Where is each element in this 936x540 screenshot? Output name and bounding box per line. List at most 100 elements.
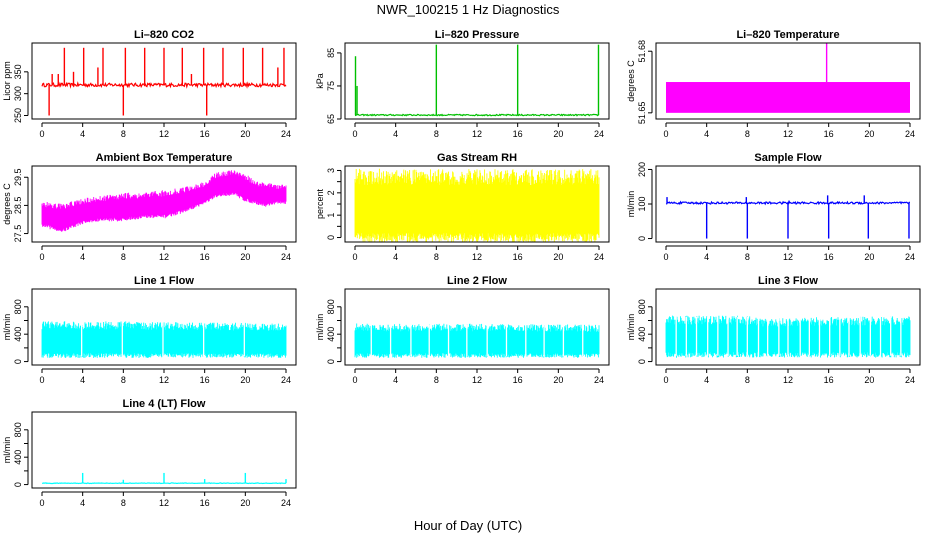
x-tick-label: 8 — [745, 252, 750, 262]
y-tick-label: 0 — [637, 236, 647, 241]
chart-title: Line 4 (LT) Flow — [123, 398, 206, 410]
data-series — [354, 113, 600, 117]
x-tick-label: 24 — [281, 498, 291, 508]
y-axis-label: degrees C — [626, 60, 636, 102]
x-tick-label: 16 — [200, 252, 210, 262]
chart-title: Line 1 Flow — [134, 275, 194, 287]
plot-frame — [655, 288, 921, 366]
x-tick-label: 24 — [281, 375, 291, 385]
y-tick-label: 800 — [13, 422, 23, 437]
x-tick-label: 8 — [121, 375, 126, 385]
x-tick-label: 8 — [121, 498, 126, 508]
x-tick-label: 20 — [240, 252, 250, 262]
y-tick-label: 800 — [13, 299, 23, 314]
chart-panel: Li–820 Pressure kPa 0 4 8 12 16 20 24 65 75 85 — [315, 29, 610, 139]
x-tick-label: 12 — [472, 252, 482, 262]
y-tick-label: 51.65 — [637, 102, 647, 125]
chart-panel: Ambient Box Temperature degrees C 0 4 8 12 16 2… — [2, 152, 297, 262]
data-layer — [665, 315, 911, 358]
data-series — [41, 81, 287, 89]
y-tick-label: 65 — [326, 114, 336, 124]
chart-title: Sample Flow — [754, 152, 822, 164]
y-axis-label: kPa — [315, 73, 325, 89]
y-tick-label: 3 — [326, 168, 336, 173]
y-tick-label: 0 — [637, 359, 647, 364]
x-tick-label: 16 — [513, 129, 523, 139]
y-axis-label: percent — [315, 188, 325, 219]
x-tick-label: 4 — [704, 252, 709, 262]
y-tick-label: 250 — [13, 108, 23, 123]
y-tick-label: 400 — [637, 327, 647, 342]
x-tick-label: 4 — [80, 375, 85, 385]
plot-frame — [344, 288, 610, 366]
y-tick-label: 800 — [326, 299, 336, 314]
y-tick-label: 28.5 — [13, 197, 23, 215]
x-tick-label: 0 — [39, 375, 44, 385]
x-tick-label: 12 — [159, 252, 169, 262]
data-layer — [354, 44, 600, 117]
chart-panel: Li–820 CO2 Licor ppm 0 4 8 12 16 20 24 250 300 350 — [2, 29, 297, 139]
x-tick-label: 0 — [663, 129, 668, 139]
data-layer — [41, 47, 287, 116]
data-series — [354, 323, 600, 358]
y-tick-label: 400 — [13, 327, 23, 342]
x-tick-label: 16 — [824, 375, 834, 385]
x-tick-label: 24 — [905, 129, 915, 139]
x-tick-label: 16 — [824, 252, 834, 262]
chart-panel: Line 1 Flow ml/min 0 4 8 12 16 20 24 0 400 800 — [2, 275, 297, 385]
x-tick-label: 12 — [783, 129, 793, 139]
y-axis-label: degrees C — [2, 183, 12, 225]
plot-frame — [31, 42, 297, 120]
x-tick-label: 4 — [80, 498, 85, 508]
x-tick-label: 16 — [200, 375, 210, 385]
plot-frame — [344, 42, 610, 120]
y-axis-label: ml/min — [626, 314, 636, 341]
y-tick-label: 29.5 — [13, 168, 23, 186]
data-layer — [41, 472, 287, 485]
x-tick-label: 8 — [745, 375, 750, 385]
chart-title: Ambient Box Temperature — [96, 152, 233, 164]
data-series — [665, 200, 910, 206]
data-layer — [41, 170, 287, 232]
x-tick-label: 0 — [663, 252, 668, 262]
x-tick-label: 8 — [121, 252, 126, 262]
x-tick-label: 0 — [352, 252, 357, 262]
y-tick-label: 400 — [13, 450, 23, 465]
x-tick-label: 20 — [240, 498, 250, 508]
y-axis-label: Licor ppm — [2, 61, 12, 101]
data-layer — [666, 43, 910, 113]
y-tick-label: 800 — [637, 299, 647, 314]
y-tick-label: 300 — [13, 86, 23, 101]
x-tick-label: 8 — [434, 129, 439, 139]
y-tick-label: 0 — [13, 359, 23, 364]
chart-panel: Li–820 Temperature degrees C 0 4 8 12 16 20 24 51… — [626, 29, 921, 139]
x-tick-label: 8 — [745, 129, 750, 139]
x-tick-label: 16 — [513, 252, 523, 262]
x-tick-label: 24 — [594, 129, 604, 139]
figure-title: NWR_100215 1 Hz Diagnostics — [376, 2, 560, 17]
x-tick-label: 12 — [472, 129, 482, 139]
x-tick-label: 24 — [594, 375, 604, 385]
chart-title: Li–820 Temperature — [736, 29, 839, 41]
data-band — [666, 82, 910, 113]
x-tick-label: 16 — [200, 498, 210, 508]
x-tick-label: 4 — [704, 129, 709, 139]
x-tick-label: 12 — [472, 375, 482, 385]
y-tick-label: 350 — [13, 64, 23, 79]
y-tick-label: 200 — [637, 162, 647, 177]
data-series — [354, 168, 600, 242]
chart-panel: Line 3 Flow ml/min 0 4 8 12 16 20 24 0 400 800 — [626, 275, 921, 385]
y-tick-label: 75 — [326, 81, 336, 91]
y-tick-label: 0 — [13, 482, 23, 487]
x-tick-label: 24 — [905, 252, 915, 262]
plot-frame — [31, 165, 297, 243]
plot-frame — [344, 165, 610, 243]
x-tick-label: 12 — [159, 129, 169, 139]
x-tick-label: 4 — [80, 129, 85, 139]
y-tick-label: 27.5 — [13, 225, 23, 243]
x-tick-label: 20 — [864, 129, 874, 139]
x-tick-label: 16 — [513, 375, 523, 385]
chart-title: Li–820 CO2 — [134, 29, 194, 41]
chart-panel: Sample Flow ml/min 0 4 8 12 16 20 24 0 100 200 — [626, 152, 921, 262]
